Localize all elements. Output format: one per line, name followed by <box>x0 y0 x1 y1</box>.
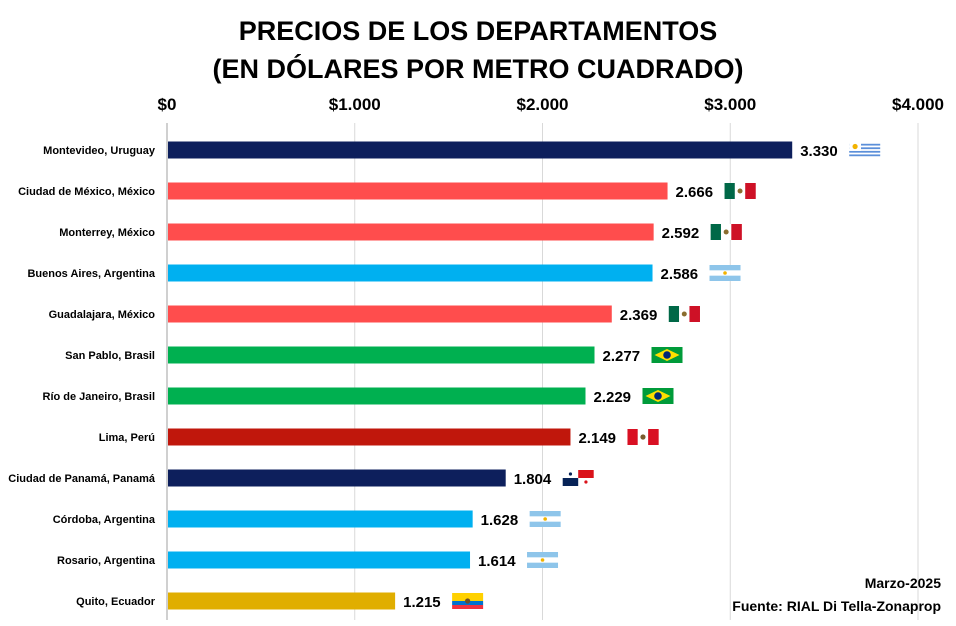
peru-flag-icon <box>627 429 659 445</box>
value-label: 2.666 <box>676 184 714 201</box>
bar-row: Ciudad de México, México 2.666 <box>18 182 756 201</box>
footer-source: Fuente: RIAL Di Tella-Zonaprop <box>732 598 941 614</box>
category-label: San Pablo, Brasil <box>65 350 155 362</box>
category-label: Guadalajara, México <box>49 309 156 321</box>
value-label: 2.369 <box>620 307 658 324</box>
uruguay-flag-icon <box>849 142 881 158</box>
argentina-flag-icon <box>527 552 559 568</box>
value-label: 1.614 <box>478 553 516 570</box>
argentina-flag-icon <box>529 511 561 527</box>
gridlines <box>354 123 919 620</box>
bar <box>168 469 506 487</box>
argentina-flag-icon <box>709 265 741 281</box>
bar <box>168 551 471 569</box>
x-tick-label: $0 <box>158 95 177 114</box>
x-tick-label: $1.000 <box>329 95 381 114</box>
value-label: 1.804 <box>514 471 552 488</box>
bar-row: Rosario, Argentina 1.614 <box>57 551 559 570</box>
bar <box>168 182 668 200</box>
panama-flag-icon <box>562 470 594 486</box>
value-label: 2.586 <box>661 266 699 283</box>
value-label: 1.215 <box>403 594 441 611</box>
mexico-flag-icon <box>668 306 700 322</box>
chart-title-line-1: PRECIOS DE LOS DEPARTAMENTOS <box>239 16 718 46</box>
chart-title-line-2: (EN DÓLARES POR METRO CUADRADO) <box>213 53 744 84</box>
category-label: Rosario, Argentina <box>57 555 156 567</box>
bar-row: Buenos Aires, Argentina 2.586 <box>27 264 741 283</box>
mexico-flag-icon <box>710 224 742 240</box>
brazil-flag-icon <box>651 347 683 363</box>
bar-row: Río de Janeiro, Brasil 2.229 <box>43 387 674 406</box>
bar-row: Montevideo, Uruguay 3.330 <box>43 141 881 160</box>
bar <box>168 305 612 323</box>
bar-row: Córdoba, Argentina 1.628 <box>53 510 561 529</box>
bar-row: San Pablo, Brasil 2.277 <box>65 346 683 365</box>
bar-row: Ciudad de Panamá, Panamá 1.804 <box>8 469 594 488</box>
x-tick-label: $2.000 <box>517 95 569 114</box>
bar-row: Lima, Perú 2.149 <box>99 428 659 447</box>
category-label: Córdoba, Argentina <box>53 514 156 526</box>
bar <box>168 264 653 282</box>
category-label: Lima, Perú <box>99 432 155 444</box>
value-label: 2.229 <box>593 389 631 406</box>
category-label: Río de Janeiro, Brasil <box>43 391 155 403</box>
bar <box>168 141 793 159</box>
bar <box>168 223 654 241</box>
ecuador-flag-icon <box>452 593 484 609</box>
bar <box>168 428 571 446</box>
bar <box>168 346 595 364</box>
value-label: 2.149 <box>578 430 616 447</box>
category-label: Ciudad de Panamá, Panamá <box>8 473 156 485</box>
category-label: Ciudad de México, México <box>18 186 155 198</box>
value-label: 2.277 <box>603 348 641 365</box>
bars: Montevideo, Uruguay 3.330 Ciudad de México… <box>8 141 881 611</box>
brazil-flag-icon <box>642 388 674 404</box>
bar-row: Guadalajara, México 2.369 <box>49 305 700 324</box>
x-tick-label: $4.000 <box>892 95 944 114</box>
mexico-flag-icon <box>724 183 756 199</box>
value-label: 1.628 <box>481 512 519 529</box>
bar <box>168 592 396 610</box>
category-label: Buenos Aires, Argentina <box>27 268 155 280</box>
x-axis-ticks: $0 $1.000 $2.000 $3.000 $4.000 <box>158 95 944 114</box>
value-label: 2.592 <box>662 225 700 242</box>
category-label: Monterrey, México <box>59 227 155 239</box>
bar <box>168 510 473 528</box>
bar <box>168 387 586 405</box>
category-label: Montevideo, Uruguay <box>43 145 156 157</box>
bar-row: Quito, Ecuador 1.215 <box>76 592 484 611</box>
footer-date: Marzo-2025 <box>865 575 941 591</box>
category-label: Quito, Ecuador <box>76 596 156 608</box>
value-label: 3.330 <box>800 143 838 160</box>
bar-row: Monterrey, México 2.592 <box>59 223 742 242</box>
x-tick-label: $3.000 <box>704 95 756 114</box>
